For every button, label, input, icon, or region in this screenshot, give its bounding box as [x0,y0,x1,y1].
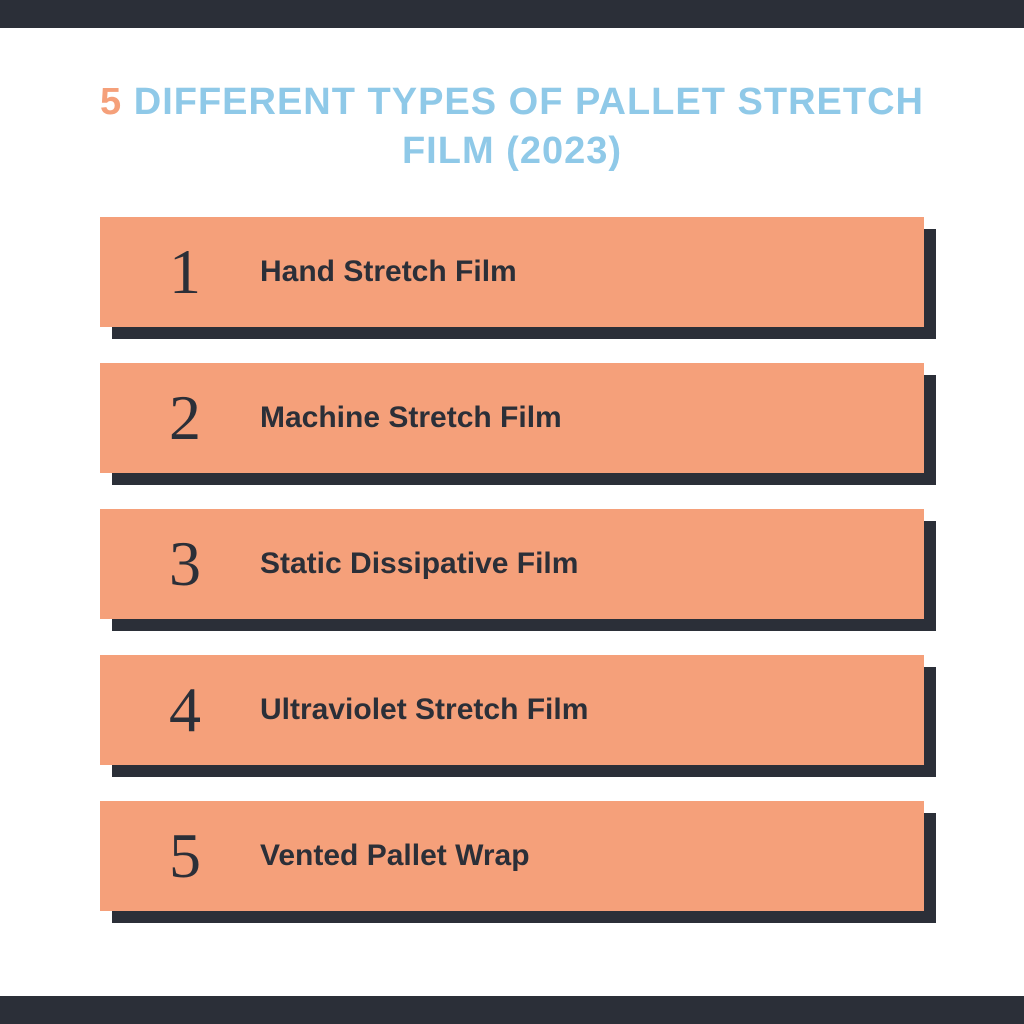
list-item: 2 Machine Stretch Film [100,363,924,473]
items-list: 1 Hand Stretch Film 2 Machine Stretch Fi… [0,217,1024,911]
top-bar [0,0,1024,28]
item-box: 1 Hand Stretch Film [100,217,924,327]
item-label: Hand Stretch Film [260,255,517,289]
item-label: Machine Stretch Film [260,401,562,435]
item-number: 3 [140,527,230,601]
page-title: 5 DIFFERENT TYPES OF PALLET STRETCH FILM… [80,78,944,177]
list-item: 1 Hand Stretch Film [100,217,924,327]
title-accent-number: 5 [100,81,122,123]
bottom-bar [0,996,1024,1024]
item-number: 2 [140,381,230,455]
item-label: Ultraviolet Stretch Film [260,693,588,727]
item-box: 5 Vented Pallet Wrap [100,801,924,911]
title-container: 5 DIFFERENT TYPES OF PALLET STRETCH FILM… [0,28,1024,217]
list-item: 3 Static Dissipative Film [100,509,924,619]
list-item: 5 Vented Pallet Wrap [100,801,924,911]
item-number: 1 [140,235,230,309]
item-box: 2 Machine Stretch Film [100,363,924,473]
item-box: 3 Static Dissipative Film [100,509,924,619]
item-label: Vented Pallet Wrap [260,839,530,873]
item-number: 4 [140,673,230,747]
list-item: 4 Ultraviolet Stretch Film [100,655,924,765]
title-main-text: DIFFERENT TYPES OF PALLET STRETCH FILM (… [134,81,924,172]
item-number: 5 [140,819,230,893]
item-box: 4 Ultraviolet Stretch Film [100,655,924,765]
item-label: Static Dissipative Film [260,547,578,581]
